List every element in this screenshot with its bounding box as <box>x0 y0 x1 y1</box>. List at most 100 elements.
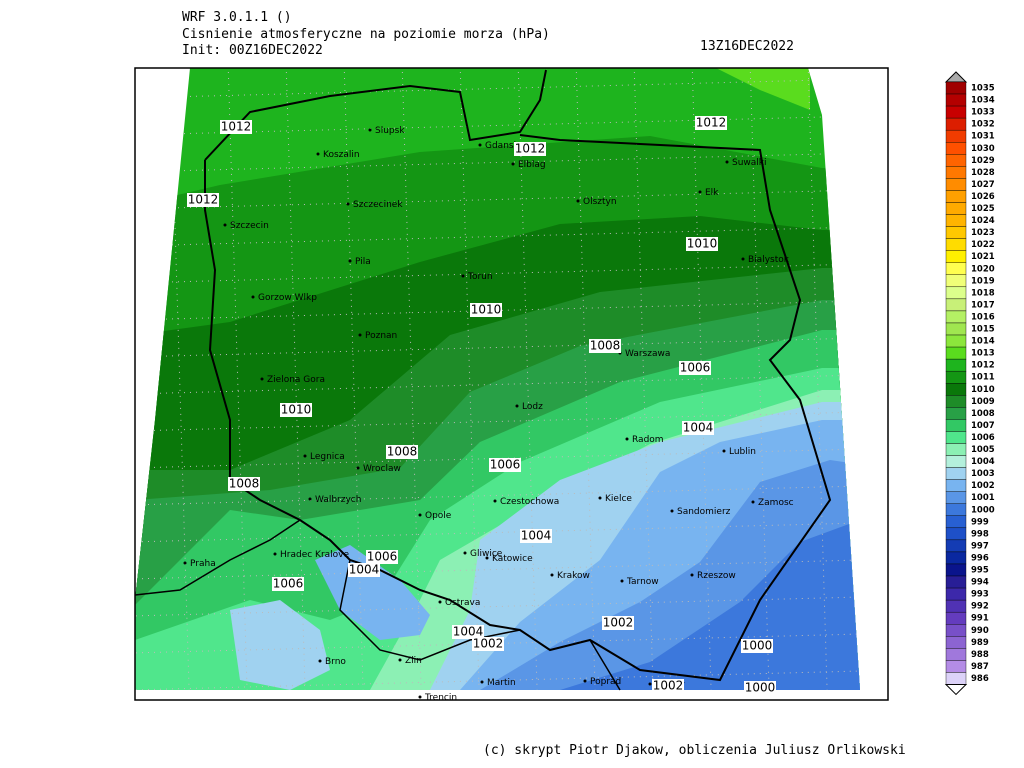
contour-label: 1012 <box>515 142 546 156</box>
city-label: Zamosc <box>758 498 794 508</box>
colorbar-label: 989 <box>971 638 989 648</box>
city-label: Hradec Kralove <box>280 550 349 560</box>
city-label: Legnica <box>310 452 345 462</box>
colorbar-swatch <box>945 660 967 673</box>
colorbar-swatch <box>945 479 967 492</box>
band <box>560 520 860 690</box>
city-marker <box>318 659 322 663</box>
colorbar-label: 1029 <box>971 156 995 166</box>
contour-label: 1010 <box>687 237 718 251</box>
city-marker <box>670 509 674 513</box>
grid-line <box>807 68 829 690</box>
contour-label: 1012 <box>696 116 727 130</box>
contour-labels: 1012 1012 1012 1012 1010 1010 1010 1008 1008 1008… <box>187 116 776 695</box>
colorbar-label: 1016 <box>971 312 995 322</box>
city-marker <box>515 404 519 408</box>
contour-label-bg <box>744 681 776 695</box>
city-label: Krakow <box>557 571 590 581</box>
colorbar-swatch <box>945 648 967 661</box>
colorbar-label: 1013 <box>971 349 995 359</box>
city-label: Suwalki <box>732 158 767 168</box>
grid-line <box>633 68 655 690</box>
city-label: Praha <box>190 559 216 569</box>
colorbar-label: 1032 <box>971 120 995 130</box>
colorbar-label: 1028 <box>971 168 995 178</box>
city-marker <box>620 579 624 583</box>
grid-line <box>459 68 481 690</box>
city-marker <box>725 160 729 164</box>
grid-line <box>517 68 539 690</box>
colorbar-label: 990 <box>971 626 989 636</box>
colorbar-swatch <box>945 539 967 553</box>
city-marker <box>316 152 320 156</box>
city-marker <box>183 561 187 565</box>
colorbar-swatch <box>945 226 967 239</box>
city-label: Wroclaw <box>363 464 401 474</box>
contour-label-bg <box>589 339 621 353</box>
city-marker <box>368 128 372 132</box>
contour-label: 1002 <box>473 637 504 651</box>
frame <box>134 67 889 701</box>
colorbar-label: 998 <box>971 529 989 539</box>
colorbar-swatch <box>945 443 967 456</box>
city-label: Tarnow <box>626 577 659 587</box>
colorbar-label: 994 <box>971 578 989 588</box>
contour-label: 1010 <box>471 303 502 317</box>
city-marker <box>698 190 702 194</box>
colorbar-label: 1001 <box>971 493 995 503</box>
city-marker <box>550 573 554 577</box>
colorbar-swatch <box>945 563 967 577</box>
colorbar-swatch <box>945 262 967 275</box>
colorbar-arrow-bottom <box>944 683 968 696</box>
city-label: Gorzow Wlkp <box>258 293 317 303</box>
colorbar-swatch <box>945 190 967 203</box>
grid <box>135 68 860 690</box>
city-marker <box>576 199 580 203</box>
contour-label-bg <box>366 550 398 564</box>
city-marker <box>348 259 352 263</box>
city-label: Gdansk <box>485 141 520 151</box>
city-label: Kielce <box>605 494 632 504</box>
colorbar-label: 997 <box>971 541 989 551</box>
contour-label-bg <box>187 193 219 207</box>
contour-label: 1004 <box>453 625 484 639</box>
contour-label: 1012 <box>221 120 252 134</box>
contour-label-bg <box>741 639 773 653</box>
colorbar-label: 995 <box>971 566 989 576</box>
city-label: Walbrzych <box>315 495 361 505</box>
city-label: Rzeszow <box>697 571 736 581</box>
city-marker <box>583 679 587 683</box>
contour-label: 1004 <box>521 529 552 543</box>
colorbar-swatch <box>945 527 967 541</box>
city-label: Szczecin <box>230 221 269 231</box>
colorbar-swatch <box>945 370 967 384</box>
colorbar-label: 1034 <box>971 96 995 106</box>
contour-label: 1006 <box>490 458 521 472</box>
contour-label-bg <box>602 616 634 630</box>
contour-label-bg <box>220 120 252 134</box>
colorbar-label: 1002 <box>971 481 995 491</box>
colorbar-swatch <box>945 672 967 685</box>
colorbar-swatch <box>945 358 967 372</box>
colorbar-swatch <box>945 599 967 613</box>
colorbar-swatch <box>945 310 967 324</box>
colorbar-swatch <box>945 515 967 529</box>
contour-label: 1008 <box>387 445 418 459</box>
city-marker <box>398 658 402 662</box>
colorbar-label: 987 <box>971 662 989 672</box>
colorbar-swatch <box>945 611 967 625</box>
city-label: Bialystok <box>748 255 790 265</box>
colorbar-swatch <box>945 431 967 444</box>
colorbar-swatch <box>945 407 967 420</box>
colorbar-label: 991 <box>971 614 989 624</box>
city-marker <box>648 682 652 686</box>
colorbar: 1035 1034 1033 1032 1031 1030 1029 1028 1027 1026… <box>944 71 995 696</box>
cities: Slupsk Koszalin Gdansk Elblag Suwalki Olsztyn… <box>183 126 794 700</box>
city-marker <box>493 499 497 503</box>
colorbar-swatch <box>945 395 967 408</box>
contour-label: 1006 <box>680 361 711 375</box>
colorbar-swatch <box>945 105 967 119</box>
city-label: Torun <box>467 272 493 282</box>
city-marker <box>358 333 362 337</box>
